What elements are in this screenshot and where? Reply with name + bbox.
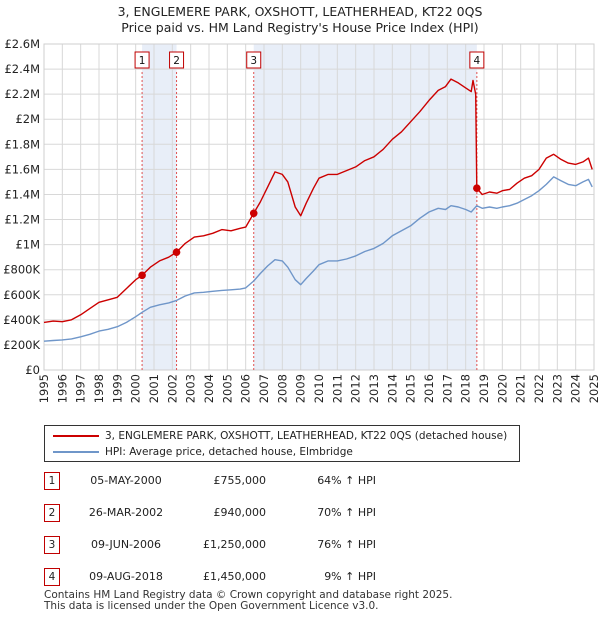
x-tick-label: 2020 bbox=[495, 374, 509, 403]
legend-label-property: 3, ENGLEMERE PARK, OXSHOTT, LEATHERHEAD,… bbox=[105, 430, 508, 442]
sale-price: £755,000 bbox=[213, 474, 267, 487]
footer-license: This data is licensed under the Open Gov… bbox=[44, 600, 379, 612]
x-tick-label: 2025 bbox=[587, 374, 600, 403]
x-tick-label: 1995 bbox=[37, 374, 51, 403]
sale-marker-label: 1 bbox=[139, 55, 146, 67]
sale-badge: 4 bbox=[44, 568, 60, 586]
y-tick-label: £1.6M bbox=[4, 162, 40, 176]
footer: Contains HM Land Registry data © Crown c… bbox=[44, 590, 452, 612]
sale-hpi-change: 64% ↑ HPI bbox=[317, 474, 376, 487]
sale-row: 3 09-JUN-2006 £1,250,000 76% ↑ HPI bbox=[0, 534, 600, 556]
hpi-line bbox=[43, 176, 593, 342]
y-tick-label: £1.4M bbox=[4, 187, 40, 201]
x-tick-label: 2011 bbox=[330, 374, 344, 403]
x-tick-label: 2009 bbox=[294, 374, 308, 403]
x-tick-label: 2008 bbox=[275, 374, 289, 403]
sale-hpi-change: 76% ↑ HPI bbox=[317, 538, 376, 551]
x-tick-label: 2012 bbox=[349, 374, 363, 403]
sale-hpi-change: 70% ↑ HPI bbox=[317, 506, 376, 519]
property-price-line bbox=[43, 78, 593, 324]
shaded-period bbox=[142, 44, 177, 370]
sale-point bbox=[249, 209, 258, 218]
y-tick-label: £2M bbox=[15, 112, 40, 126]
x-tick-label: 1997 bbox=[74, 374, 88, 403]
y-tick-label: £800K bbox=[3, 263, 40, 277]
x-tick-label: 2006 bbox=[239, 374, 253, 403]
y-tick-label: £600K bbox=[3, 288, 40, 302]
sale-point bbox=[172, 248, 181, 256]
x-tick-label: 2017 bbox=[440, 374, 454, 403]
legend: 3, ENGLEMERE PARK, OXSHOTT, LEATHERHEAD,… bbox=[44, 425, 520, 462]
sale-row: 2 26-MAR-2002 £940,000 70% ↑ HPI bbox=[0, 502, 600, 524]
x-tick-label: 2019 bbox=[477, 374, 491, 403]
chart-subtitle: Price paid vs. HM Land Registry's House … bbox=[121, 20, 479, 35]
sale-row: 4 09-AUG-2018 £1,450,000 9% ↑ HPI bbox=[0, 566, 600, 588]
x-tick-label: 2023 bbox=[550, 374, 564, 403]
shaded-period bbox=[253, 44, 477, 370]
x-tick-label: 2018 bbox=[459, 374, 473, 403]
sale-date: 26-MAR-2002 bbox=[88, 506, 164, 519]
x-tick-label: 2010 bbox=[312, 374, 326, 403]
legend-line-property bbox=[53, 435, 99, 437]
x-tick-label: 1996 bbox=[55, 374, 69, 403]
y-tick-label: £200K bbox=[3, 338, 40, 352]
x-tick-label: 2004 bbox=[202, 374, 216, 403]
legend-label-hpi: HPI: Average price, detached house, Elmb… bbox=[105, 446, 353, 458]
y-tick-label: £1.2M bbox=[4, 213, 40, 227]
sale-badge: 1 bbox=[44, 472, 60, 490]
y-tick-label: £1M bbox=[15, 238, 40, 252]
plot-frame bbox=[43, 43, 595, 371]
footer-copyright: Contains HM Land Registry data © Crown c… bbox=[44, 589, 453, 601]
x-tick-label: 2002 bbox=[165, 374, 179, 403]
sale-marker-box bbox=[169, 51, 185, 69]
sale-badge: 3 bbox=[44, 536, 60, 554]
sale-marker-label: 3 bbox=[250, 55, 257, 67]
sale-point bbox=[473, 184, 481, 192]
x-tick-label: 2003 bbox=[184, 374, 198, 403]
y-tick-label: £0 bbox=[25, 363, 40, 377]
x-tick-label: 2021 bbox=[514, 374, 528, 403]
legend-line-hpi bbox=[53, 451, 99, 453]
x-tick-label: 2016 bbox=[422, 374, 436, 403]
sale-badge: 2 bbox=[44, 504, 60, 522]
x-tick-label: 2007 bbox=[257, 374, 271, 403]
sale-date: 09-AUG-2018 bbox=[89, 570, 163, 583]
x-tick-label: 2000 bbox=[129, 374, 143, 403]
x-tick-label: 2013 bbox=[367, 374, 381, 403]
sale-date: 05-MAY-2000 bbox=[90, 474, 162, 487]
sale-marker-box bbox=[469, 51, 485, 69]
price-chart: £0 £200K £400K £600K £800K £1M £1.2M £1.4M £1.6M… bbox=[3, 37, 600, 403]
sale-price: £1,250,000 bbox=[203, 538, 266, 551]
sale-price: £940,000 bbox=[213, 506, 267, 519]
sale-hpi-change: 9% ↑ HPI bbox=[324, 570, 376, 583]
sale-marker-box bbox=[134, 51, 150, 69]
y-tick-label: £400K bbox=[3, 313, 40, 327]
sale-price: £1,450,000 bbox=[203, 570, 266, 583]
sale-date: 09-JUN-2006 bbox=[90, 538, 162, 551]
x-tick-label: 1998 bbox=[92, 374, 106, 403]
x-tick-label: 2024 bbox=[569, 374, 583, 403]
x-tick-label: 2015 bbox=[404, 374, 418, 403]
sale-marker-label: 2 bbox=[173, 55, 180, 67]
x-tick-label: 2005 bbox=[220, 374, 234, 403]
y-tick-label: £1.8M bbox=[4, 137, 40, 151]
sale-row: 1 05-MAY-2000 £755,000 64% ↑ HPI bbox=[0, 470, 600, 492]
y-tick-label: £2.2M bbox=[4, 87, 40, 101]
x-tick-label: 2022 bbox=[532, 374, 546, 403]
x-tick-label: 2001 bbox=[147, 374, 161, 403]
x-tick-label: 1999 bbox=[110, 374, 124, 403]
sale-point bbox=[138, 271, 146, 280]
chart-title: 3, ENGLEMERE PARK, OXSHOTT, LEATHERHEAD,… bbox=[117, 4, 483, 19]
y-tick-label: £2.6M bbox=[4, 37, 40, 51]
sale-marker-box bbox=[246, 51, 262, 69]
y-tick-label: £2.4M bbox=[4, 62, 40, 76]
x-tick-label: 2014 bbox=[385, 374, 399, 403]
sale-marker-label: 4 bbox=[474, 55, 481, 67]
